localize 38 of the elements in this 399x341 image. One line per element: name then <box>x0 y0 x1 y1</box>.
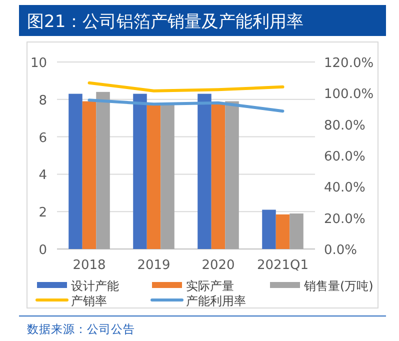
legend-label: 设计产能 <box>71 279 119 293</box>
x-tick-label: 2020 <box>202 258 235 273</box>
legend-label: 实际产量 <box>186 279 234 293</box>
bar <box>262 210 276 249</box>
bar <box>290 213 304 249</box>
chart-title: 图21：公司铝箔产销量及产能利用率 <box>27 12 304 32</box>
y2-tick-label: 100.0% <box>324 87 374 102</box>
source-note: 数据来源：公司公告 <box>27 322 135 336</box>
y2-tick-label: 20.0% <box>324 212 366 227</box>
y-tick-label: 6 <box>38 130 47 146</box>
bar <box>160 103 174 249</box>
bar <box>133 94 147 249</box>
line-series <box>88 98 284 113</box>
bar <box>198 94 212 249</box>
bar <box>225 101 239 249</box>
bar <box>211 103 226 249</box>
x-tick-label: 2021Q1 <box>256 258 309 273</box>
x-tick-label: 2019 <box>137 258 170 273</box>
bar <box>82 101 96 249</box>
bar <box>96 92 110 249</box>
y2-tick-label: 120.0% <box>324 56 374 71</box>
y-tick-label: 4 <box>38 168 47 184</box>
y-tick-label: 8 <box>38 93 47 108</box>
y2-tick-label: 40.0% <box>324 180 366 196</box>
y2-tick-label: 60.0% <box>324 150 366 164</box>
y2-tick-label: 80.0% <box>324 118 366 134</box>
bar <box>276 214 290 249</box>
bar <box>68 94 82 249</box>
legend-label: 销售量(万吨) <box>303 279 374 293</box>
y-tick-label: 2 <box>38 206 47 221</box>
y-tick-label: 0 <box>38 243 47 258</box>
legend-label: 产能利用率 <box>186 294 246 308</box>
bar <box>146 103 161 249</box>
y-tick-label: 10 <box>30 56 47 71</box>
x-tick-label: 2018 <box>72 258 106 273</box>
line-series <box>88 81 284 92</box>
legend-label: 产销率 <box>71 294 107 308</box>
y2-tick-label: 0.0% <box>324 243 358 258</box>
